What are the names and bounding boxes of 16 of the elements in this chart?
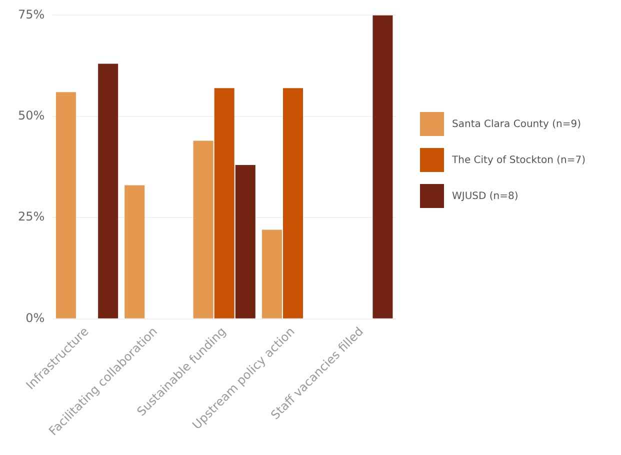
- y-tick-label: 75%: [18, 7, 45, 22]
- y-tick-label: 0%: [26, 310, 45, 325]
- legend-label: Santa Clara County (n=9): [452, 118, 582, 130]
- bar: [56, 92, 76, 318]
- y-tick-label: 25%: [18, 210, 45, 224]
- legend-label: The City of Stockton (n=7): [452, 154, 586, 166]
- bar: [372, 15, 393, 318]
- bar: [98, 64, 118, 318]
- bar: [193, 140, 214, 318]
- bar: [124, 185, 145, 318]
- legend-label: WJUSD (n=8): [452, 190, 518, 202]
- bar: [235, 164, 256, 318]
- y-tick-label: 50%: [18, 108, 45, 123]
- bar: [262, 230, 282, 318]
- bar: [283, 88, 304, 318]
- bar: [214, 88, 234, 318]
